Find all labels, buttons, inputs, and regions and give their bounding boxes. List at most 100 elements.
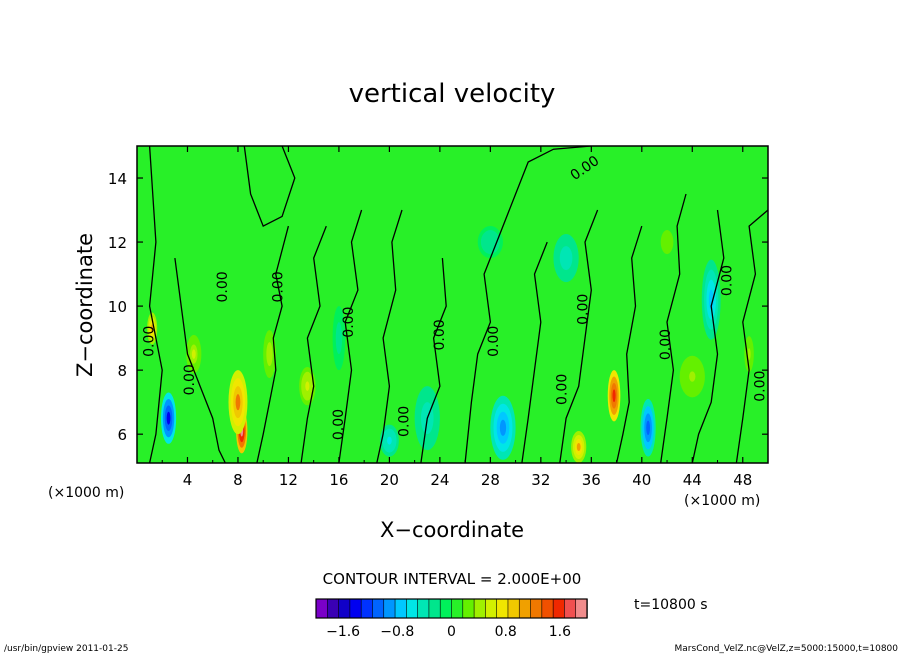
field-band <box>646 420 651 435</box>
y-axis-label: Z−coordinate <box>73 233 97 377</box>
field-band <box>499 419 507 436</box>
contour-line <box>256 225 290 463</box>
x-tick-label: 20 <box>380 471 399 489</box>
colorbar-swatch <box>439 598 453 619</box>
contour-line <box>174 258 226 463</box>
colorbar-tick-label: 1.6 <box>549 624 571 640</box>
x-tick-label: 4 <box>183 471 193 489</box>
contour-label: 0.00 <box>554 374 570 405</box>
field-feature <box>332 306 346 371</box>
contour-line <box>735 209 768 463</box>
field-feature <box>701 259 721 340</box>
contour-line <box>559 209 599 463</box>
contour-label: 0.00 <box>486 326 502 357</box>
contour-line <box>660 193 687 463</box>
field-band <box>387 436 392 445</box>
colorbar-swatch <box>338 598 351 619</box>
colorbar-swatch <box>372 598 385 619</box>
colorbar <box>315 598 588 619</box>
x-tick-label: 40 <box>632 471 651 489</box>
field-band <box>150 324 154 333</box>
contour-line <box>521 241 548 463</box>
field-band <box>191 349 196 359</box>
footer-left: /usr/bin/gpview 2011-01-25 <box>4 644 128 654</box>
field-band <box>337 330 341 347</box>
field-feature <box>477 226 503 259</box>
colorbar-swatch <box>462 598 475 619</box>
y-tick-label: 8 <box>117 362 127 380</box>
colorbar-swatch <box>564 598 577 619</box>
colorbar-tick-label: 0 <box>447 624 456 640</box>
contour-label: 0.00 <box>432 319 448 350</box>
colorbar-swatch <box>406 598 419 619</box>
contour-label: 0.00 <box>752 371 768 402</box>
x-tick-label: 36 <box>582 471 601 489</box>
colorbar-tick-label: 0.8 <box>495 624 517 640</box>
colorbar-swatch <box>417 598 430 619</box>
field-feature <box>742 330 756 379</box>
x-tick-label: 48 <box>733 471 752 489</box>
plot-frame <box>136 145 769 464</box>
contour-line <box>376 209 403 463</box>
contour-label: 0.00 <box>215 271 231 302</box>
colorbar-swatch <box>451 598 464 619</box>
contour-label: 0.00 <box>331 409 347 440</box>
contour-label: 0.00 <box>341 307 357 338</box>
field-feature <box>490 395 516 460</box>
colorbar-swatch <box>530 598 543 619</box>
field-band <box>487 238 494 247</box>
x-unit-right: (×1000 m) <box>684 493 760 509</box>
contour-line <box>615 225 643 463</box>
contour-label: 0.00 <box>720 265 736 296</box>
field-band <box>689 371 696 382</box>
field-feature <box>654 218 680 267</box>
contour-line <box>464 146 592 463</box>
field-band <box>747 348 751 361</box>
colorbar-swatch <box>552 598 566 619</box>
field-feature <box>571 430 587 463</box>
y-tick-label: 14 <box>108 170 127 188</box>
contour-line <box>691 209 725 463</box>
x-axis-label: X−coordinate <box>380 518 524 542</box>
field-band <box>166 411 171 425</box>
colorbar-swatch <box>326 598 340 619</box>
colorbar-swatch <box>360 598 374 619</box>
colorbar-swatch <box>473 598 487 619</box>
field-band <box>283 204 294 217</box>
contour-line <box>420 258 447 463</box>
contour-label: 0.00 <box>576 294 592 325</box>
field-band <box>708 289 714 310</box>
colorbar-swatch <box>394 598 408 619</box>
contour-line <box>148 146 163 463</box>
x-tick-label: 16 <box>329 471 348 489</box>
contour-label: 0.00 <box>658 329 674 360</box>
contour-label: 0.00 <box>397 406 413 437</box>
y-tick-label: 12 <box>108 234 127 252</box>
colorbar-swatch <box>315 598 328 619</box>
x-tick-label: 28 <box>481 471 500 489</box>
field-band <box>612 389 616 403</box>
field-band <box>235 394 241 411</box>
field-feature <box>269 186 308 235</box>
colorbar-swatch <box>383 598 396 619</box>
footer-right: MarsCond_VelZ.nc@VelZ,z=5000:15000,t=108… <box>675 644 899 654</box>
field-feature <box>379 424 399 457</box>
field-feature <box>679 355 705 398</box>
field-feature <box>147 312 158 345</box>
chart-title: vertical velocity <box>349 79 556 109</box>
colorbar-swatch <box>349 598 362 619</box>
colorbar-swatch <box>496 598 509 619</box>
field-feature <box>228 370 248 435</box>
contour-label: 0.00 <box>142 326 158 357</box>
y-tick-label: 10 <box>108 298 127 316</box>
field-band <box>305 381 310 391</box>
x-unit-left: (×1000 m) <box>48 485 124 501</box>
field-band <box>576 442 581 451</box>
contour-interval-text: CONTOUR INTERVAL = 2.000E+00 <box>323 570 582 588</box>
contour-label: 0.00 <box>270 271 286 302</box>
x-tick-label: 44 <box>683 471 702 489</box>
colorbar-swatch <box>507 598 520 619</box>
field-feature <box>553 234 579 283</box>
contour-line <box>243 146 296 228</box>
